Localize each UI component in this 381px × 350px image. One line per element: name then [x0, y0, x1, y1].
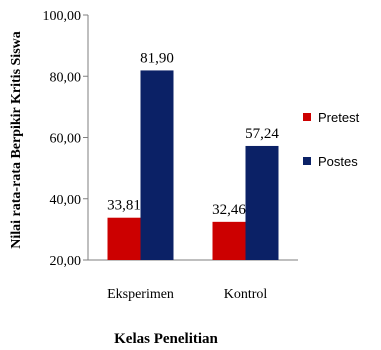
- data-label: 57,24: [245, 126, 279, 142]
- bar-pretest-eksperimen: [107, 217, 141, 260]
- data-label: 33,81: [107, 198, 141, 214]
- x-category-label: Eksperimen: [107, 287, 174, 302]
- data-label: 81,90: [140, 50, 174, 66]
- data-label: 32,46: [212, 202, 246, 218]
- legend-swatch-postes: [303, 157, 311, 165]
- y-tick-label: 40,00: [50, 193, 82, 208]
- y-axis-ticks: 20,00 40,00 60,00 80,00 100,00: [43, 9, 88, 269]
- y-axis-title: Nilai rata-rata Berpikir Kritis Siswa: [9, 31, 24, 249]
- legend: Pretest Postes: [303, 110, 360, 169]
- legend-swatch-pretest: [303, 113, 311, 121]
- bar-postes-eksperimen: [140, 70, 174, 261]
- x-axis-title: Kelas Penelitian: [114, 331, 218, 347]
- bar-pretest-kontrol: [212, 221, 246, 260]
- y-tick-label: 100,00: [43, 9, 82, 24]
- bars: 33,81 81,90 32,46 57,24: [107, 50, 279, 261]
- legend-label-postes: Postes: [318, 154, 358, 169]
- legend-label-pretest: Pretest: [318, 110, 360, 125]
- y-tick-label: 60,00: [50, 132, 82, 147]
- x-category-label: Kontrol: [224, 287, 268, 302]
- bar-postes-kontrol: [245, 145, 279, 260]
- x-axis-categories: Eksperimen Kontrol: [107, 287, 267, 302]
- y-tick-label: 80,00: [50, 70, 82, 85]
- y-tick-label: 20,00: [50, 254, 82, 269]
